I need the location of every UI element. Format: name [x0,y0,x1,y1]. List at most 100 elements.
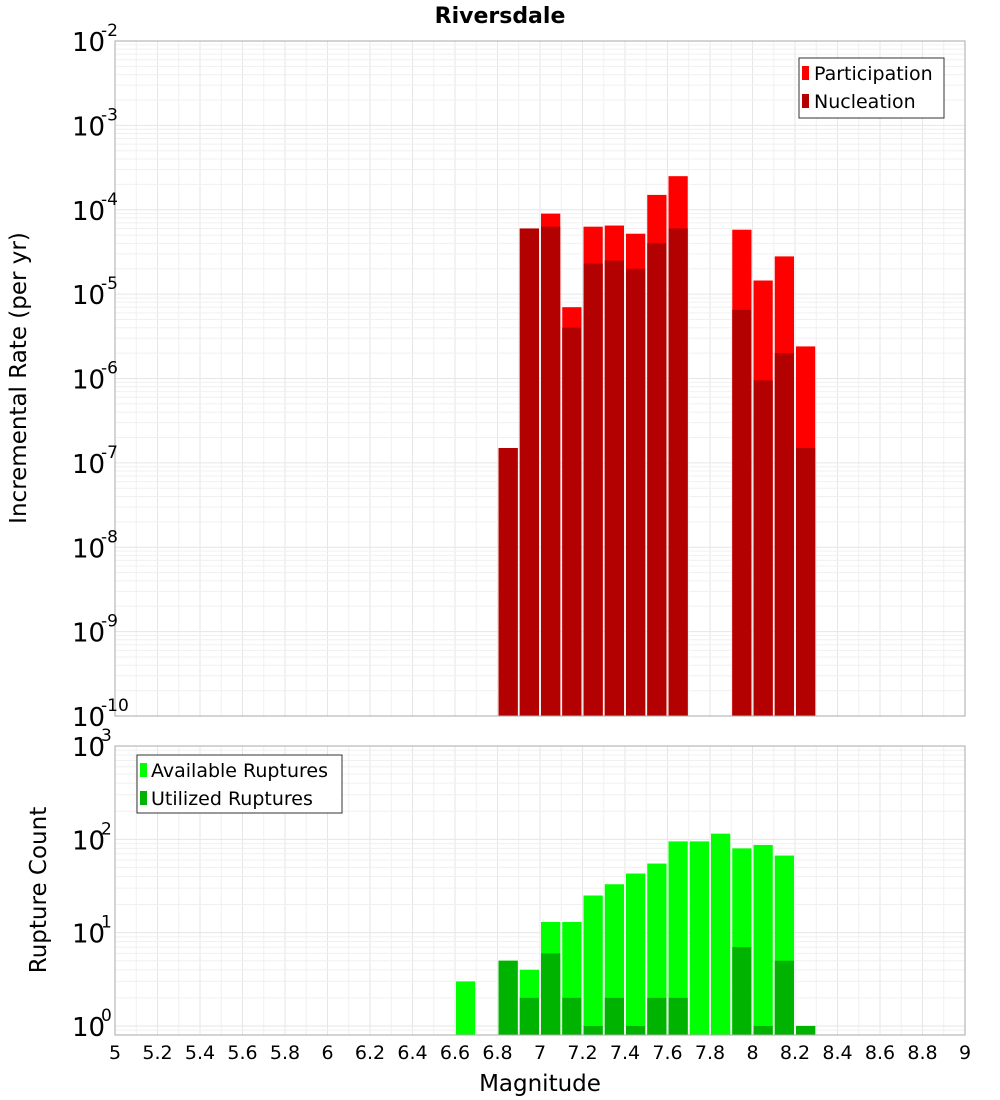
top-y-tick-base: 10 [72,534,105,564]
bottom-bar-utilized-ruptures [774,960,794,1035]
bottom-bar-available-ruptures [753,844,773,1035]
bottom-bar-utilized-ruptures [732,947,752,1035]
x-tick-label: 6.6 [440,1042,470,1064]
bottom-bar-utilized-ruptures [796,1025,816,1035]
chart-title: Riversdale [435,4,566,29]
bottom-y-tick-exp: 1 [101,913,112,933]
x-tick-label: 7.6 [652,1042,682,1064]
x-tick-label: 8 [746,1042,758,1064]
top-bar-nucleation [732,309,752,716]
bottom-bar-utilized-ruptures [519,997,539,1035]
x-tick-label: 8.2 [780,1042,810,1064]
legend-swatch-participation [802,66,809,80]
top-grid [114,40,966,717]
bottom-bar-utilized-ruptures [583,1025,603,1035]
top-y-tick-base: 10 [72,112,105,142]
bottom-y-tick: 101 [72,913,112,950]
bottom-bar-available-ruptures [668,841,688,1035]
top-bar-nucleation [519,228,539,716]
bottom-y-tick: 100 [72,1006,112,1043]
top-y-tick-base: 10 [72,619,105,649]
top-y-tick-exp: -5 [101,274,118,294]
top-bars [498,176,816,717]
bottom-bar-available-ruptures [626,873,646,1035]
bottom-bar-utilized-ruptures [562,997,582,1035]
top-y-tick-exp: -2 [101,21,118,41]
bottom-y-tick: 102 [72,819,112,856]
top-y-tick: 10-6 [72,359,118,396]
bottom-bar-utilized-ruptures [498,960,518,1035]
bottom-y-tick: 103 [72,726,112,763]
bottom-bar-utilized-ruptures [668,997,688,1035]
bottom-bar-available-ruptures [583,895,603,1035]
top-y-tick-exp: -7 [101,443,118,463]
x-tick-label: 5 [109,1042,121,1064]
top-y-tick-exp: -9 [101,612,118,632]
x-tick-label: 5.6 [227,1042,257,1064]
x-tick-labels: 5 5.2 5.4 5.6 5.8 6 6.2 6.4 6.6 6.8 7 7.2 7.4 7.6 7.8 8… [109,1042,971,1064]
bottom-y-tick-base: 10 [72,1013,105,1043]
legend-label-participation: Participation [814,63,933,85]
top-y-tick-base: 10 [72,28,105,58]
legend-label-utilized: Utilized Ruptures [151,788,313,810]
bottom-bar-available-ruptures [711,833,731,1035]
x-axis-label: Magnitude [479,1071,601,1097]
x-tick-label: 5.2 [142,1042,172,1064]
top-y-tick: 10-2 [72,21,118,58]
bottom-bar-utilized-ruptures [541,953,561,1035]
top-y-tick-base: 10 [72,197,105,227]
top-y-tick-exp: -3 [101,105,118,125]
x-tick-label: 6.4 [397,1042,427,1064]
legend-swatch-nucleation [802,94,809,108]
x-tick-label: 8.8 [907,1042,937,1064]
bottom-y-tick-exp: 3 [101,726,112,746]
top-plot-frame [114,40,966,717]
top-y-tick: 10-4 [72,190,118,227]
top-y-tick: 10-8 [72,527,118,564]
bottom-y-tick-base: 10 [72,920,105,950]
x-tick-label: 9 [959,1042,971,1064]
top-y-tick-exp: -6 [101,359,118,379]
x-tick-label: 6.2 [355,1042,385,1064]
bottom-legend: Available Ruptures Utilized Ruptures [136,754,343,814]
legend-label-nucleation: Nucleation [814,91,916,113]
bottom-bar-available-ruptures [456,981,476,1035]
bottom-y-tick-exp: 0 [101,1006,112,1026]
x-tick-label: 6.8 [482,1042,512,1064]
top-bar-nucleation [541,226,561,716]
x-tick-label: 7 [534,1042,546,1064]
x-tick-label: 5.4 [185,1042,215,1064]
x-tick-label: 6 [321,1042,333,1064]
top-legend-box [798,57,945,119]
x-tick-label: 8.6 [865,1042,895,1064]
legend-swatch-utilized [140,791,147,805]
top-y-tick: 10-7 [72,443,118,480]
top-legend: Participation Nucleation [798,57,945,119]
top-y-tick-base: 10 [72,703,105,733]
x-tick-label: 5.8 [270,1042,300,1064]
top-y-tick: 10-3 [72,105,118,142]
bottom-y-tick-base: 10 [72,733,105,763]
x-tick-label: 7.4 [610,1042,640,1064]
bottom-bar-utilized-ruptures [604,997,624,1035]
bottom-bar-available-ruptures [647,863,667,1035]
top-y-tick: 10-5 [72,274,118,311]
x-tick-label: 7.8 [695,1042,725,1064]
top-y-tick-exp: -4 [101,190,118,210]
legend-swatch-available [140,763,147,777]
top-bar-nucleation [774,353,794,716]
bottom-bar-utilized-ruptures [753,1025,773,1035]
top-y-tick-exp: -8 [101,527,118,547]
bottom-y-tick-base: 10 [72,826,105,856]
bottom-y-tick-exp: 2 [101,819,112,839]
top-bar-nucleation [796,448,816,716]
legend-label-available: Available Ruptures [151,760,328,782]
top-bar-nucleation [583,263,603,716]
bottom-legend-box [136,754,343,814]
bottom-bars [456,833,816,1035]
